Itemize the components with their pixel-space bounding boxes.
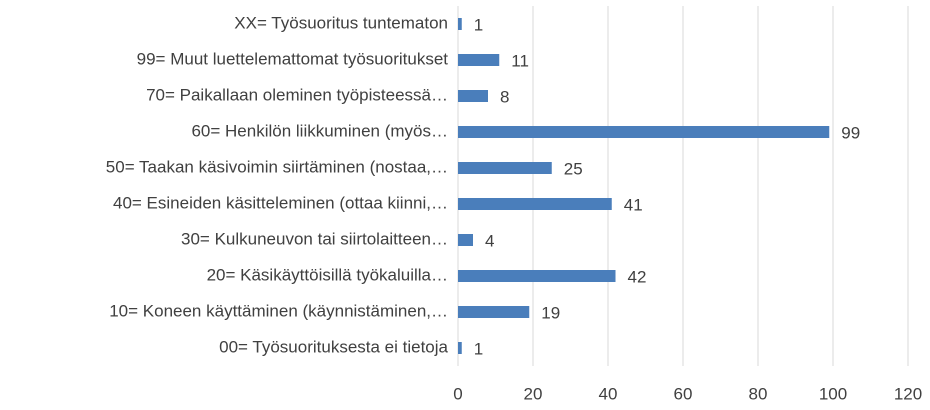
y-tick-label: 10= Koneen käyttäminen (käynnistäminen,… — [109, 301, 448, 320]
y-tick-label: 50= Taakan käsivoimin siirtäminen (nosta… — [106, 157, 448, 176]
y-tick-label: 20= Käsikäyttöisillä työkaluilla… — [207, 265, 448, 284]
bar — [458, 18, 462, 30]
data-label: 1 — [474, 339, 483, 358]
data-label: 25 — [564, 159, 583, 178]
bar — [458, 270, 616, 282]
y-tick-label: 30= Kulkuneuvon tai siirtolaitteen… — [181, 229, 448, 248]
bar — [458, 198, 612, 210]
bar — [458, 306, 530, 318]
y-tick-label: 00= Työsuorituksesta ei tietoja — [219, 337, 448, 356]
y-tick-label: 40= Esineiden käsitteleminen (ottaa kiin… — [113, 193, 448, 212]
data-label: 8 — [500, 87, 509, 106]
x-tick-label: 60 — [674, 384, 693, 403]
x-tick-label: 120 — [894, 384, 922, 403]
data-label: 41 — [624, 195, 643, 214]
data-label: 4 — [485, 231, 494, 250]
y-tick-label: 60= Henkilön liikkuminen (myös… — [191, 121, 448, 140]
bar — [458, 126, 830, 138]
y-tick-label: 99= Muut luettelemattomat työsuoritukset — [137, 49, 449, 68]
y-tick-label: XX= Työsuoritus tuntematon — [234, 13, 448, 32]
bar — [458, 342, 462, 354]
x-tick-label: 20 — [524, 384, 543, 403]
bar — [458, 162, 552, 174]
bar — [458, 54, 500, 66]
data-label: 1 — [474, 15, 483, 34]
bar — [458, 90, 488, 102]
x-tick-label: 0 — [453, 384, 462, 403]
bar — [458, 234, 473, 246]
data-label: 11 — [511, 51, 529, 70]
data-label: 42 — [628, 267, 647, 286]
x-tick-label: 100 — [819, 384, 847, 403]
x-tick-label: 80 — [749, 384, 768, 403]
y-tick-label: 70= Paikallaan oleminen työpisteessä… — [146, 85, 448, 104]
x-tick-label: 40 — [599, 384, 618, 403]
data-label: 99 — [841, 123, 860, 142]
data-label: 19 — [541, 303, 560, 322]
